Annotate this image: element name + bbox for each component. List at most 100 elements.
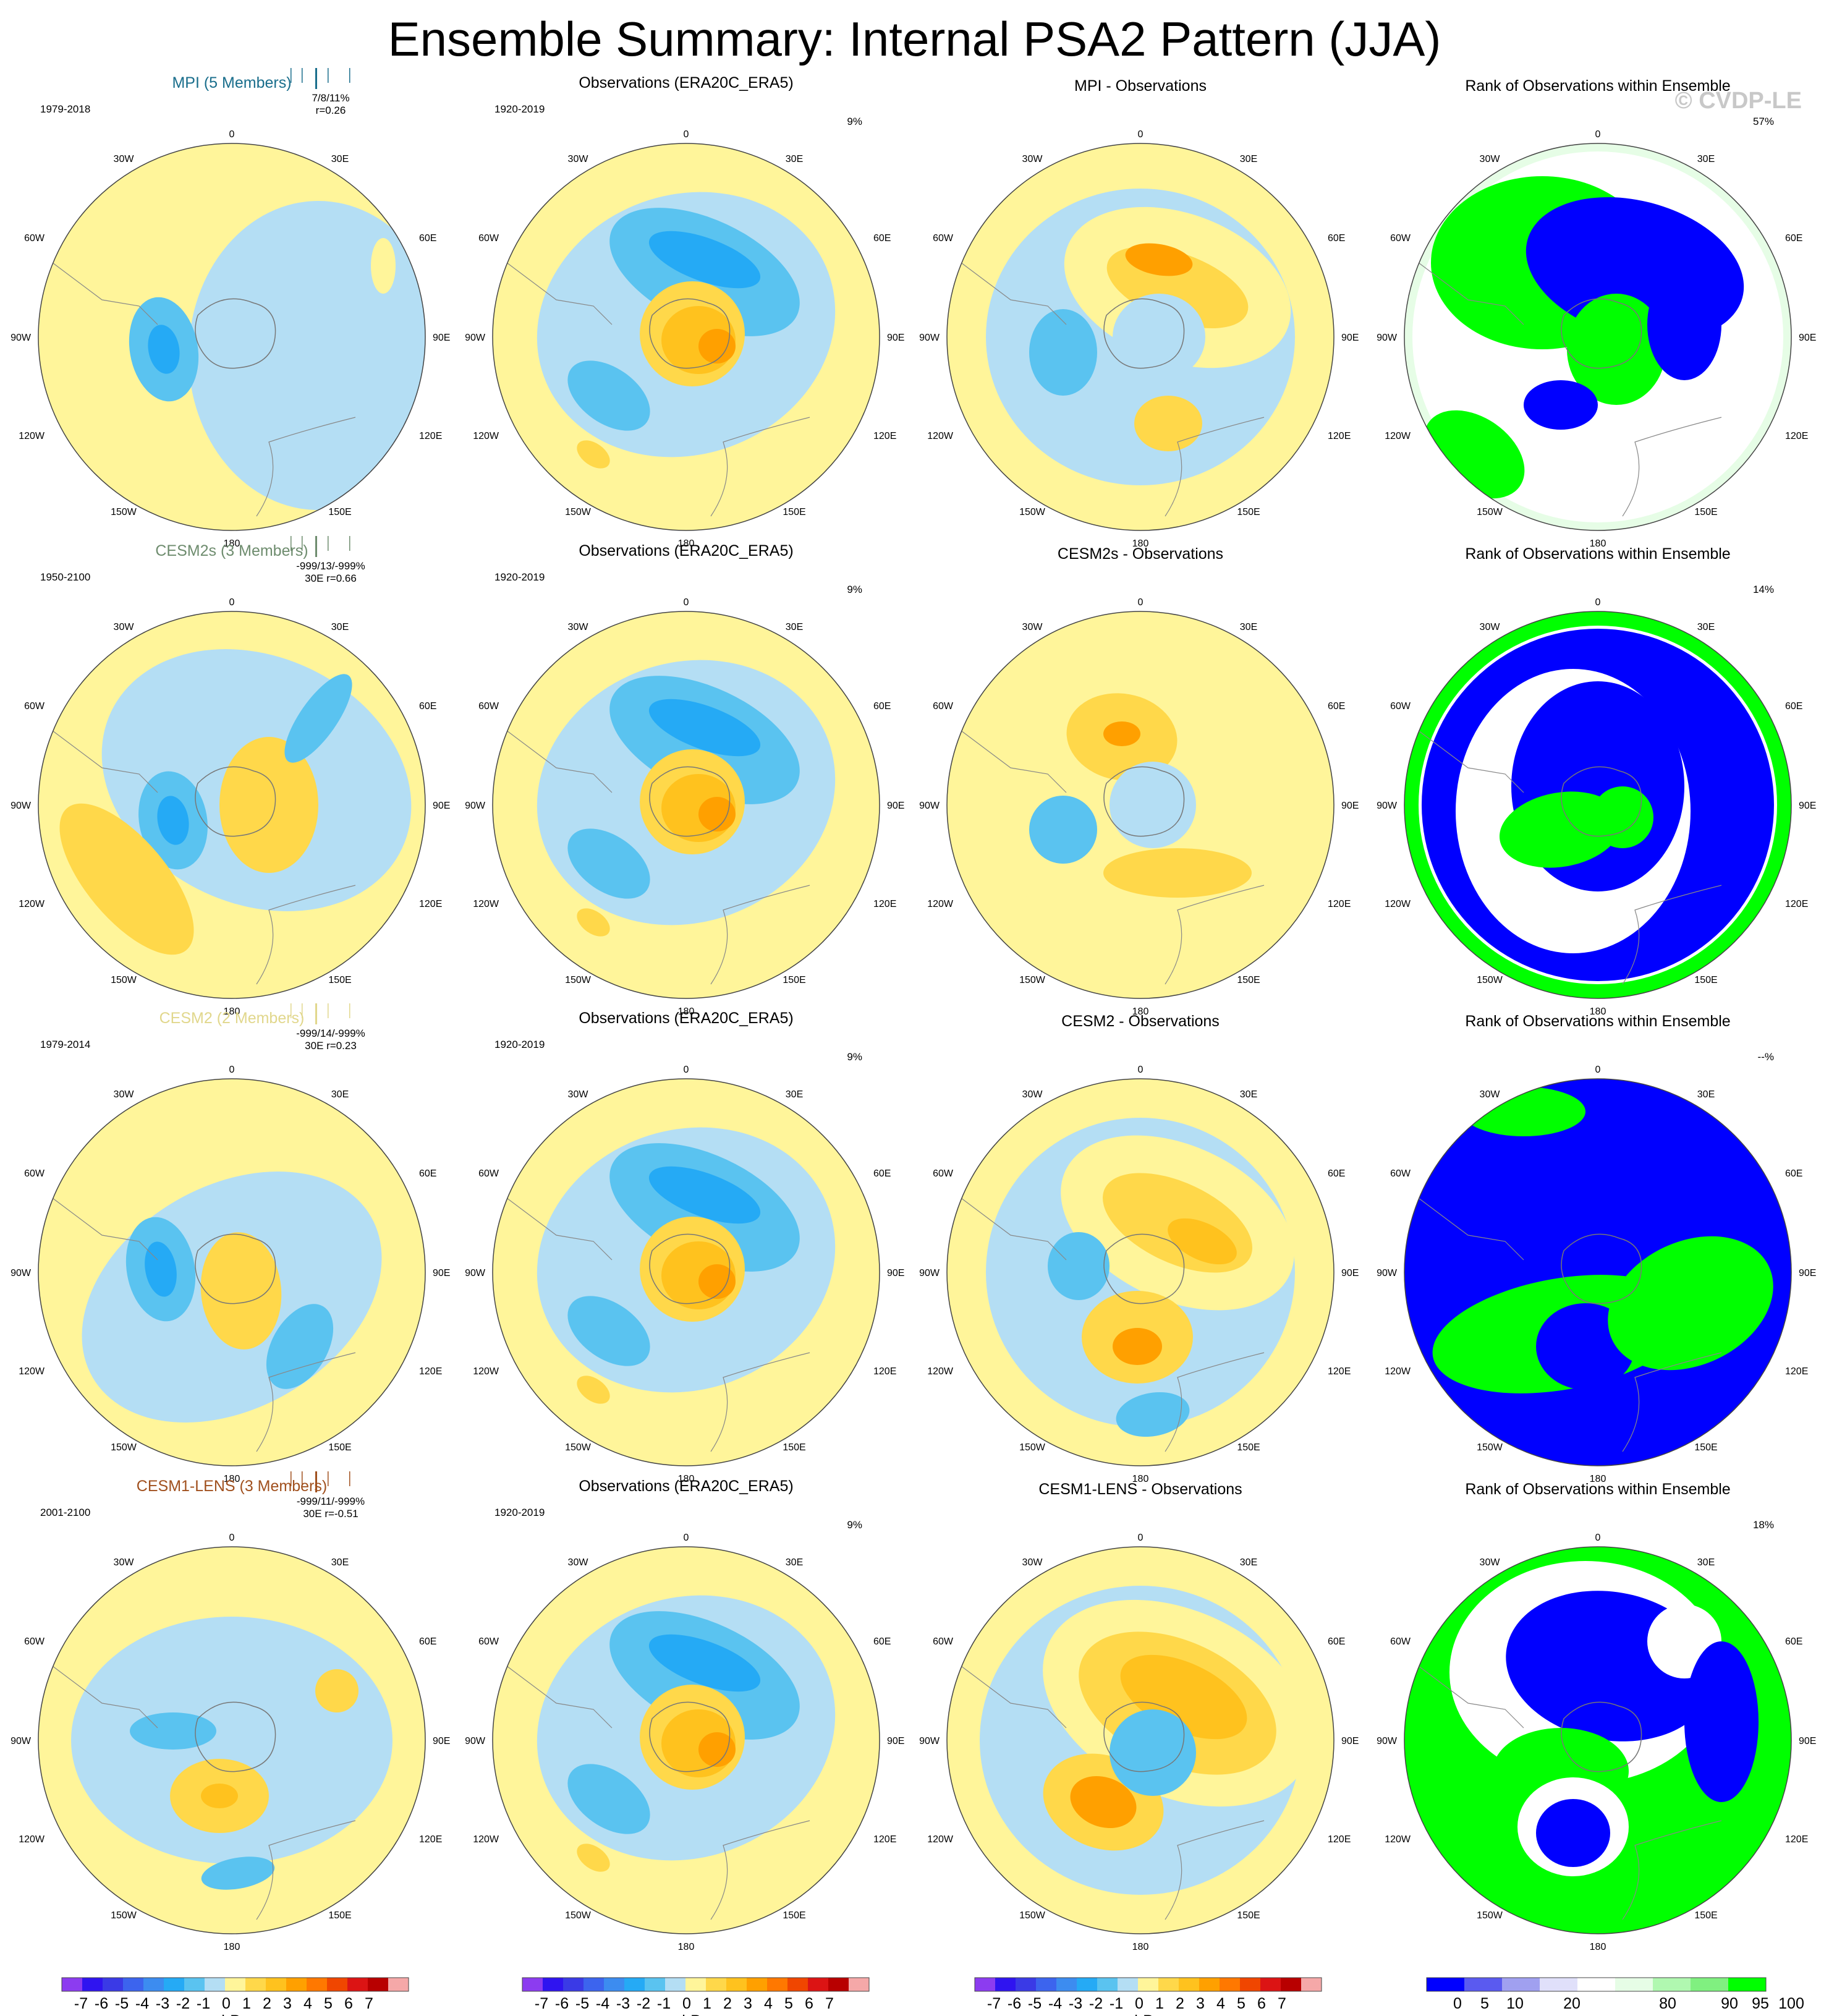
stats-label: 30E r=-0.51 <box>303 1508 358 1520</box>
lon-label: 60E <box>419 233 436 244</box>
contour-region <box>157 796 189 845</box>
lon-label: 150W <box>111 1910 137 1921</box>
panel-title: Rank of Observations within Ensemble <box>1465 1013 1730 1030</box>
contour-region <box>1110 762 1196 848</box>
lon-label: 150W <box>1477 975 1503 985</box>
contour-region <box>821 1147 848 1181</box>
period-label: 1920-2019 <box>494 1039 545 1050</box>
coastline <box>506 1197 613 1261</box>
lon-label: 120W <box>927 899 954 909</box>
coastline <box>1418 1197 1524 1261</box>
lon-label: 60E <box>1785 701 1802 712</box>
coastline <box>256 1820 356 1920</box>
panel-field <box>947 1079 1334 1466</box>
colorbar-frame <box>974 1977 1322 1992</box>
contour-region <box>71 1617 393 1864</box>
lon-label: 30E <box>786 154 803 164</box>
lon-label: 150E <box>1694 1442 1717 1453</box>
period-label: 1920-2019 <box>494 103 545 115</box>
coastline <box>256 1352 356 1452</box>
lon-label: 90E <box>1341 1268 1359 1278</box>
lon-label: 90E <box>887 1268 904 1278</box>
panel-border <box>492 1546 880 1934</box>
colorbar-label: 5 <box>1237 1995 1246 2012</box>
panel-border <box>1404 143 1792 531</box>
lon-label: 60E <box>873 233 891 244</box>
lon-label: 60W <box>24 1636 45 1647</box>
colorbar-label: 5 <box>1480 1995 1489 2012</box>
colorbar-swatch <box>1158 1978 1179 1991</box>
colorbar-label: -2 <box>1089 1995 1103 2012</box>
map-panel: 0 180 30W 30E 60W 60E 90W 90E 120W 120E 150W 150E CE… <box>11 1003 450 1484</box>
lon-label: 150W <box>1477 507 1503 517</box>
contour-region <box>1116 1392 1190 1437</box>
lon-label: 120W <box>1385 431 1411 441</box>
panel-title: Observations (ERA20C_ERA5) <box>579 1478 793 1495</box>
colorbar-units: hPa <box>682 2012 710 2016</box>
panel-title: CESM2 (2 Members) <box>159 1010 305 1027</box>
colorbar-swatch <box>286 1978 307 1991</box>
lon-label: 120W <box>473 431 499 441</box>
lon-label: 30W <box>568 622 589 632</box>
lon-label: 90W <box>465 1736 486 1746</box>
lon-label: 60E <box>1328 701 1345 712</box>
panel-field <box>947 611 1334 998</box>
lon-label: 180 <box>224 1474 240 1484</box>
lon-label: 30E <box>1240 622 1257 632</box>
colorbar-swatch <box>726 1978 747 1991</box>
stat-tick <box>349 536 350 551</box>
lon-label: 30E <box>331 1089 349 1100</box>
coastline <box>52 1665 158 1729</box>
antarctica-outline <box>1103 1701 1185 1772</box>
lon-label: 60E <box>1785 1168 1802 1179</box>
map-panel: 0 180 30W 30E 60W 60E 90W 90E 120W 120E 150W 150E Ob… <box>465 1010 904 1484</box>
colorbar-swatch <box>685 1978 706 1991</box>
colorbar-swatch <box>1653 1978 1691 1991</box>
contour-region <box>648 699 761 757</box>
panel-title: CESM2s (3 Members) <box>155 542 308 559</box>
colorbar-swatch <box>1281 1978 1301 1991</box>
lon-label: 120E <box>419 431 442 441</box>
map-panel: 0 180 30W 30E 60W 60E 90W 90E 120W 120E 150W 150E Ob… <box>465 542 904 1017</box>
colorbar-label: -2 <box>637 1995 650 2012</box>
lon-label: 0 <box>229 1065 235 1075</box>
stats-label: 7/8/11% <box>312 92 349 104</box>
panel-field <box>1404 143 1791 530</box>
lon-label: 60E <box>1328 1168 1345 1179</box>
lon-label: 150E <box>328 975 351 985</box>
stat-tick <box>349 1471 350 1486</box>
antarctica-outline <box>1561 1701 1642 1772</box>
contour-region <box>148 325 180 374</box>
coastline <box>961 730 1067 793</box>
colorbar-label: -6 <box>555 1995 569 2012</box>
rank-region <box>1536 1799 1610 1867</box>
lon-label: 60W <box>1390 1636 1411 1647</box>
stat-tick <box>349 68 350 83</box>
lon-label: 90W <box>11 801 32 811</box>
panel-field <box>38 1547 425 1934</box>
colorbar-swatch <box>583 1978 604 1991</box>
lon-label: 150W <box>565 975 592 985</box>
colorbar-swatch <box>1220 1978 1240 1991</box>
lon-label: 30E <box>1240 1089 1257 1100</box>
contour-region <box>821 211 848 246</box>
period-label: 1920-2019 <box>494 571 545 583</box>
lon-label: 150E <box>1237 507 1260 517</box>
colorbar-swatch <box>123 1978 143 1991</box>
lon-label: 150E <box>1694 975 1717 985</box>
percent-label: 9% <box>847 116 862 127</box>
lon-label: 150E <box>1237 1910 1260 1921</box>
lon-label: 60W <box>1390 233 1411 244</box>
coastline <box>710 1352 810 1452</box>
lon-label: 120W <box>927 1366 954 1377</box>
lon-label: 120W <box>473 1366 499 1377</box>
lon-label: 60W <box>1390 1168 1411 1179</box>
lon-label: 60E <box>1785 233 1802 244</box>
lon-label: 120E <box>873 431 896 441</box>
panel-border <box>1404 611 1792 999</box>
lon-label: 90E <box>887 801 904 811</box>
colorbar-swatch <box>103 1978 123 1991</box>
lon-label: 30W <box>114 154 135 164</box>
lon-label: 150W <box>1019 1442 1046 1453</box>
coastline <box>1165 417 1265 517</box>
